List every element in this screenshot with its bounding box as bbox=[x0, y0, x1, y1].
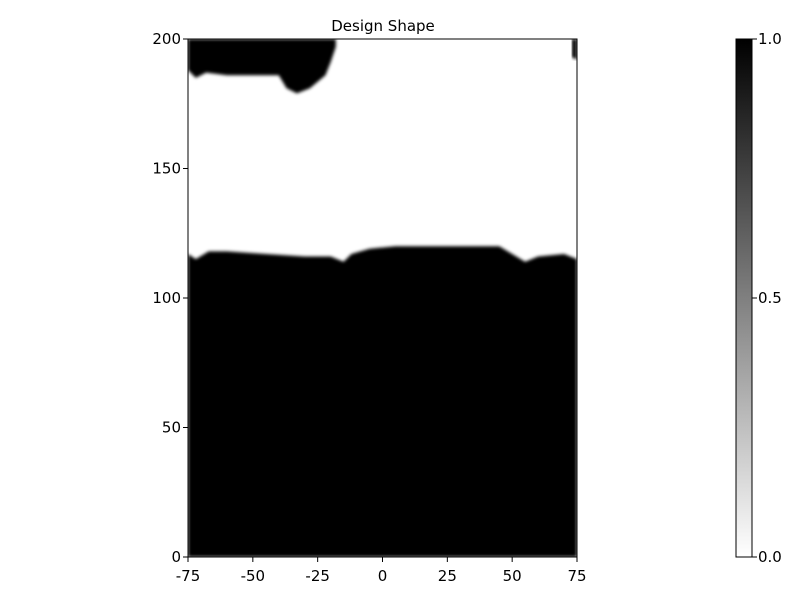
x-tick-label: -75 bbox=[176, 567, 201, 585]
colorbar-scale bbox=[735, 38, 753, 558]
heatmap-region-top-left bbox=[188, 39, 336, 94]
chart-title: Design Shape bbox=[331, 17, 435, 35]
y-axis: 0 50 100 150 200 bbox=[152, 30, 188, 566]
y-tick-label: 200 bbox=[152, 30, 181, 48]
y-tick-label: 150 bbox=[152, 160, 181, 178]
colorbar-tick-label: 0.0 bbox=[758, 548, 782, 566]
y-tick-label: 0 bbox=[171, 548, 181, 566]
heatmap-region-lower bbox=[188, 246, 577, 557]
x-tick-label: -50 bbox=[241, 567, 266, 585]
y-tick-label: 50 bbox=[162, 419, 181, 437]
x-tick-label: 0 bbox=[378, 567, 388, 585]
y-tick-label: 100 bbox=[152, 289, 181, 307]
x-tick-label: 25 bbox=[438, 567, 457, 585]
heatmap-region-top-right bbox=[571, 39, 577, 60]
x-tick-label: 75 bbox=[567, 567, 586, 585]
colorbar-tick-label: 0.5 bbox=[758, 289, 782, 307]
colorbar: 0.0 0.5 1.0 bbox=[735, 30, 782, 566]
plot-area bbox=[187, 38, 578, 558]
x-tick-label: -25 bbox=[305, 567, 330, 585]
x-tick-label: 50 bbox=[503, 567, 522, 585]
x-axis: -75 -50 -25 0 25 50 75 bbox=[176, 557, 587, 585]
heatmap-cells bbox=[188, 39, 577, 557]
colorbar-tick-label: 1.0 bbox=[758, 30, 782, 48]
